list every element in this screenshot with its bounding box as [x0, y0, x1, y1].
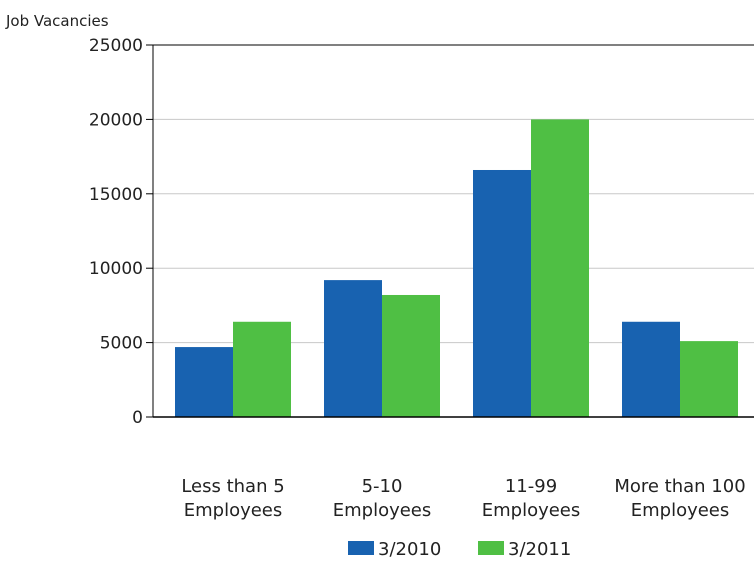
bar [680, 341, 738, 417]
legend-swatch [348, 541, 374, 555]
y-tick-label: 15000 [89, 185, 143, 205]
x-tick-label: Less than 5 [181, 476, 284, 497]
y-tick-label: 10000 [89, 259, 143, 279]
y-tick-label: 25000 [89, 36, 143, 56]
legend-label: 3/2011 [508, 539, 571, 560]
y-tick-label: 5000 [100, 334, 143, 354]
y-axis-title: Job Vacancies [5, 12, 109, 30]
axes [146, 44, 754, 418]
x-tick-label: Employees [631, 500, 730, 521]
bar [473, 169, 531, 417]
x-tick-labels: Less than 5 Employees 5-10 Employees 11-99 Em… [181, 476, 745, 521]
bars [175, 119, 738, 418]
bar [382, 294, 440, 417]
x-tick-label: 11-99 [505, 476, 557, 497]
x-tick-label: Employees [482, 500, 581, 521]
bar [175, 347, 233, 417]
legend-label: 3/2010 [378, 539, 441, 560]
bar [622, 321, 680, 417]
x-tick-label: Employees [184, 500, 283, 521]
gridlines [153, 118, 754, 344]
bar [531, 119, 589, 418]
x-tick-label: 5-10 [362, 476, 403, 497]
y-tick-label: 20000 [89, 110, 143, 130]
x-tick-label: Employees [333, 500, 432, 521]
bar [233, 321, 291, 417]
y-tick-label: 0 [132, 408, 143, 428]
y-tick-labels: 0 5000 10000 15000 20000 25000 [89, 36, 143, 428]
legend-swatch [478, 541, 504, 555]
x-tick-label: More than 100 [614, 476, 745, 497]
legend: 3/2010 3/2011 [348, 539, 571, 560]
bar [324, 280, 382, 417]
